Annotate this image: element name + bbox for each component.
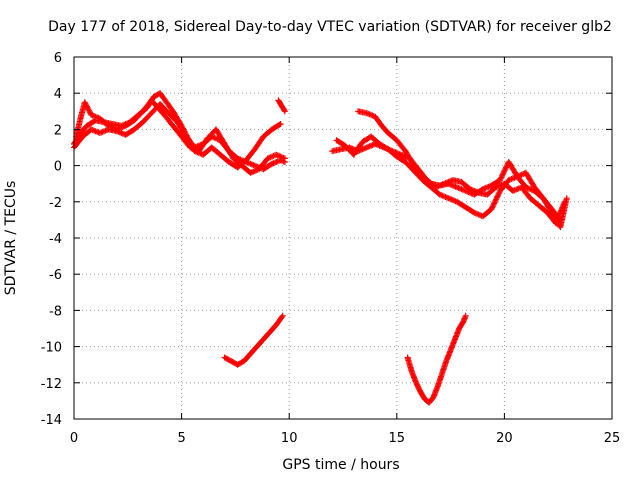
y-tick-label: -6: [49, 268, 62, 283]
series-markers: [221, 312, 286, 368]
series-markers: [71, 101, 284, 171]
y-tick-label: -14: [41, 413, 62, 428]
series-markers: [73, 97, 288, 176]
x-tick-label: 25: [604, 431, 621, 446]
series-markers: [355, 108, 570, 231]
y-tick-label: -2: [49, 196, 62, 211]
x-tick-label: 10: [281, 431, 298, 446]
x-tick-label: 0: [70, 431, 78, 446]
x-tick-label: 5: [177, 431, 185, 446]
y-tick-label: -12: [41, 377, 62, 392]
x-tick-label: 20: [496, 431, 513, 446]
y-tick-label: 6: [54, 51, 62, 66]
y-tick-label: 0: [54, 160, 62, 175]
grid-lines: [74, 57, 612, 419]
y-axis-label: SDTVAR / TECUs: [3, 180, 19, 296]
series-track-i: [404, 312, 469, 406]
series-track-g: [355, 108, 570, 231]
series-track-b: [73, 97, 288, 176]
y-tick-label: -4: [49, 232, 62, 247]
series-track-c: [71, 101, 284, 171]
series-track-d: [275, 97, 288, 115]
series-markers: [404, 312, 469, 406]
series-markers: [275, 97, 288, 115]
data-points: [71, 90, 570, 406]
x-tick-label: 15: [389, 431, 406, 446]
y-tick-label: 2: [54, 123, 62, 138]
series-track-h: [221, 312, 286, 368]
x-axis-label: GPS time / hours: [282, 457, 400, 473]
chart-title: Day 177 of 2018, Sidereal Day-to-day VTE…: [48, 19, 612, 35]
y-tick-label: 4: [54, 87, 62, 102]
y-tick-label: -10: [41, 341, 62, 356]
y-tick-label: -8: [49, 304, 62, 319]
